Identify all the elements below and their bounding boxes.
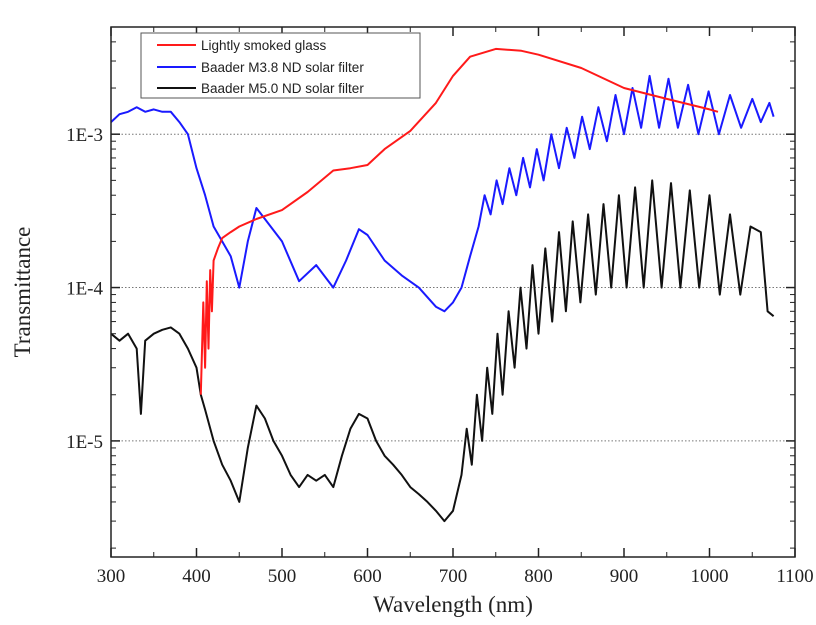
y-tick-label: 1E-5 bbox=[66, 432, 103, 453]
series-line-2 bbox=[110, 179, 775, 523]
legend-label-2: Baader M5.0 ND solar filter bbox=[201, 81, 364, 96]
x-tick-label: 900 bbox=[610, 566, 639, 587]
x-tick-label: 1100 bbox=[776, 566, 813, 587]
x-axis-label: Wavelength (nm) bbox=[373, 592, 533, 617]
x-tick-label: 800 bbox=[524, 566, 553, 587]
x-tick-label: 600 bbox=[353, 566, 382, 587]
x-tick-label: 400 bbox=[182, 566, 211, 587]
x-tick-label: 1000 bbox=[691, 566, 729, 587]
x-tick-label: 500 bbox=[268, 566, 297, 587]
x-tick-label: 700 bbox=[439, 566, 468, 587]
y-tick-label: 1E-3 bbox=[66, 125, 103, 146]
series-group bbox=[110, 47, 775, 523]
series-line-0 bbox=[199, 47, 719, 395]
y-tick-label: 1E-4 bbox=[66, 279, 103, 300]
y-axis-label: Transmittance bbox=[10, 227, 35, 358]
x-tick-label: 300 bbox=[97, 566, 126, 587]
legend-label-0: Lightly smoked glass bbox=[201, 38, 327, 53]
legend: Lightly smoked glass Baader M3.8 ND sola… bbox=[140, 32, 421, 99]
ticks-group: 1E-3 1E-4 1E-5 300 400 500 600 700 800 900 1000 110… bbox=[66, 26, 814, 587]
legend-label-1: Baader M3.8 ND solar filter bbox=[201, 60, 364, 75]
series-line-1 bbox=[110, 74, 775, 313]
